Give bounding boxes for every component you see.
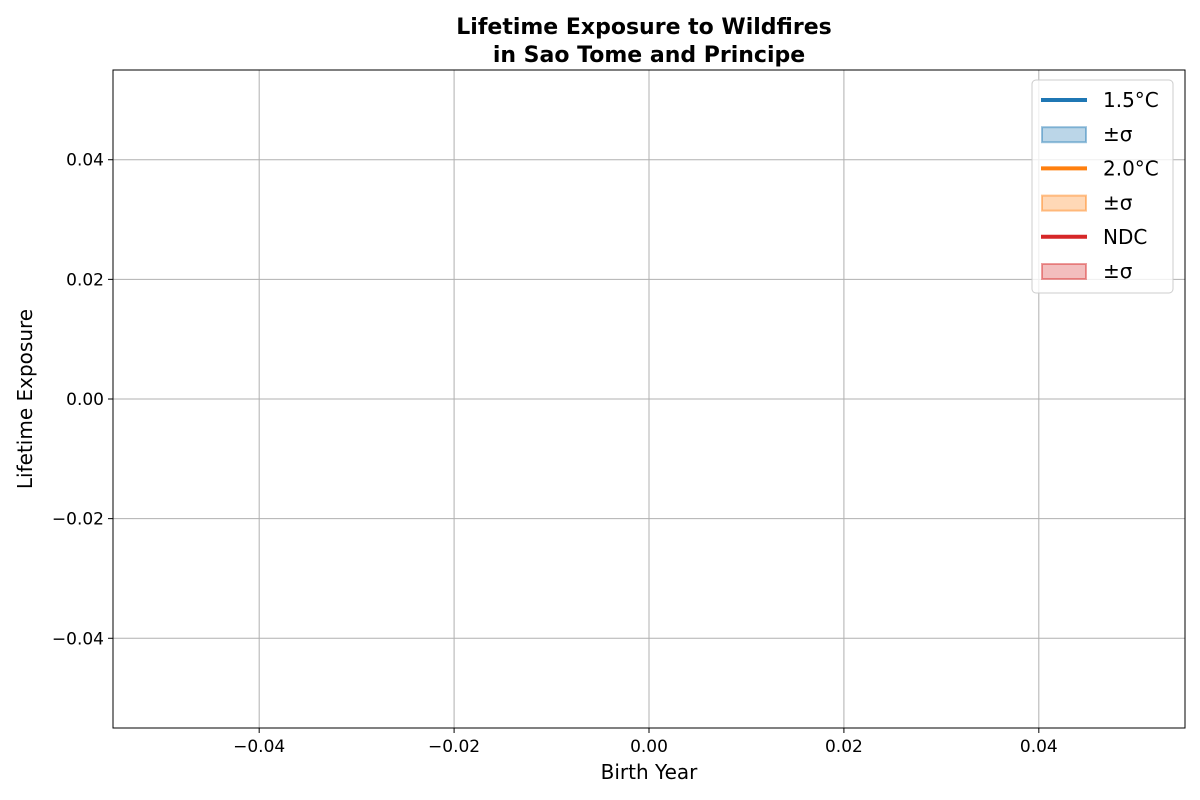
y-tick-label: −0.04: [52, 629, 104, 649]
legend-entry: 2.0°C: [1041, 156, 1159, 180]
legend-entry: ±σ: [1041, 122, 1133, 146]
legend-entry: NDC: [1041, 225, 1147, 249]
x-tick-label: −0.02: [428, 737, 480, 757]
chart-title-line-2: in Sao Tome and Principe: [493, 43, 805, 68]
y-axis-label: Lifetime Exposure: [13, 309, 37, 489]
legend-label: 1.5°C: [1103, 88, 1159, 112]
legend-label: 2.0°C: [1103, 156, 1159, 180]
legend-entry: ±σ: [1041, 259, 1133, 283]
grid: [113, 70, 1185, 728]
legend-label: NDC: [1103, 225, 1147, 249]
axis-ticks: −0.04 −0.02 0.00 0.02 0.04 −0.04 −0.02 0.00 0.02…: [52, 151, 1058, 757]
legend-band-swatch: [1041, 194, 1087, 212]
x-axis-label: Birth Year: [601, 760, 698, 784]
legend-box: [1031, 79, 1174, 294]
y-tick-label: 0.00: [66, 390, 104, 410]
legend: 1.5°C ±σ 2.0°C ±σ NDC ±σ: [1031, 79, 1174, 294]
legend-entry: ±σ: [1041, 191, 1133, 215]
legend-band-swatch: [1041, 263, 1087, 280]
legend-entry: 1.5°C: [1041, 88, 1159, 112]
x-tick-label: 0.02: [825, 737, 863, 757]
x-tick-label: −0.04: [233, 737, 285, 757]
y-tick-label: 0.02: [66, 270, 104, 290]
legend-band-swatch: [1041, 126, 1087, 144]
x-tick-label: 0.00: [630, 737, 668, 757]
y-tick-label: −0.02: [52, 510, 104, 530]
plot-frame: [112, 69, 1186, 729]
legend-label: ±σ: [1103, 122, 1133, 146]
legend-label: ±σ: [1103, 191, 1133, 215]
y-tick-label: 0.04: [66, 151, 104, 171]
x-tick-label: 0.04: [1020, 737, 1058, 757]
legend-label: ±σ: [1103, 259, 1133, 283]
chart-title-line-1: Lifetime Exposure to Wildfires: [456, 15, 831, 40]
